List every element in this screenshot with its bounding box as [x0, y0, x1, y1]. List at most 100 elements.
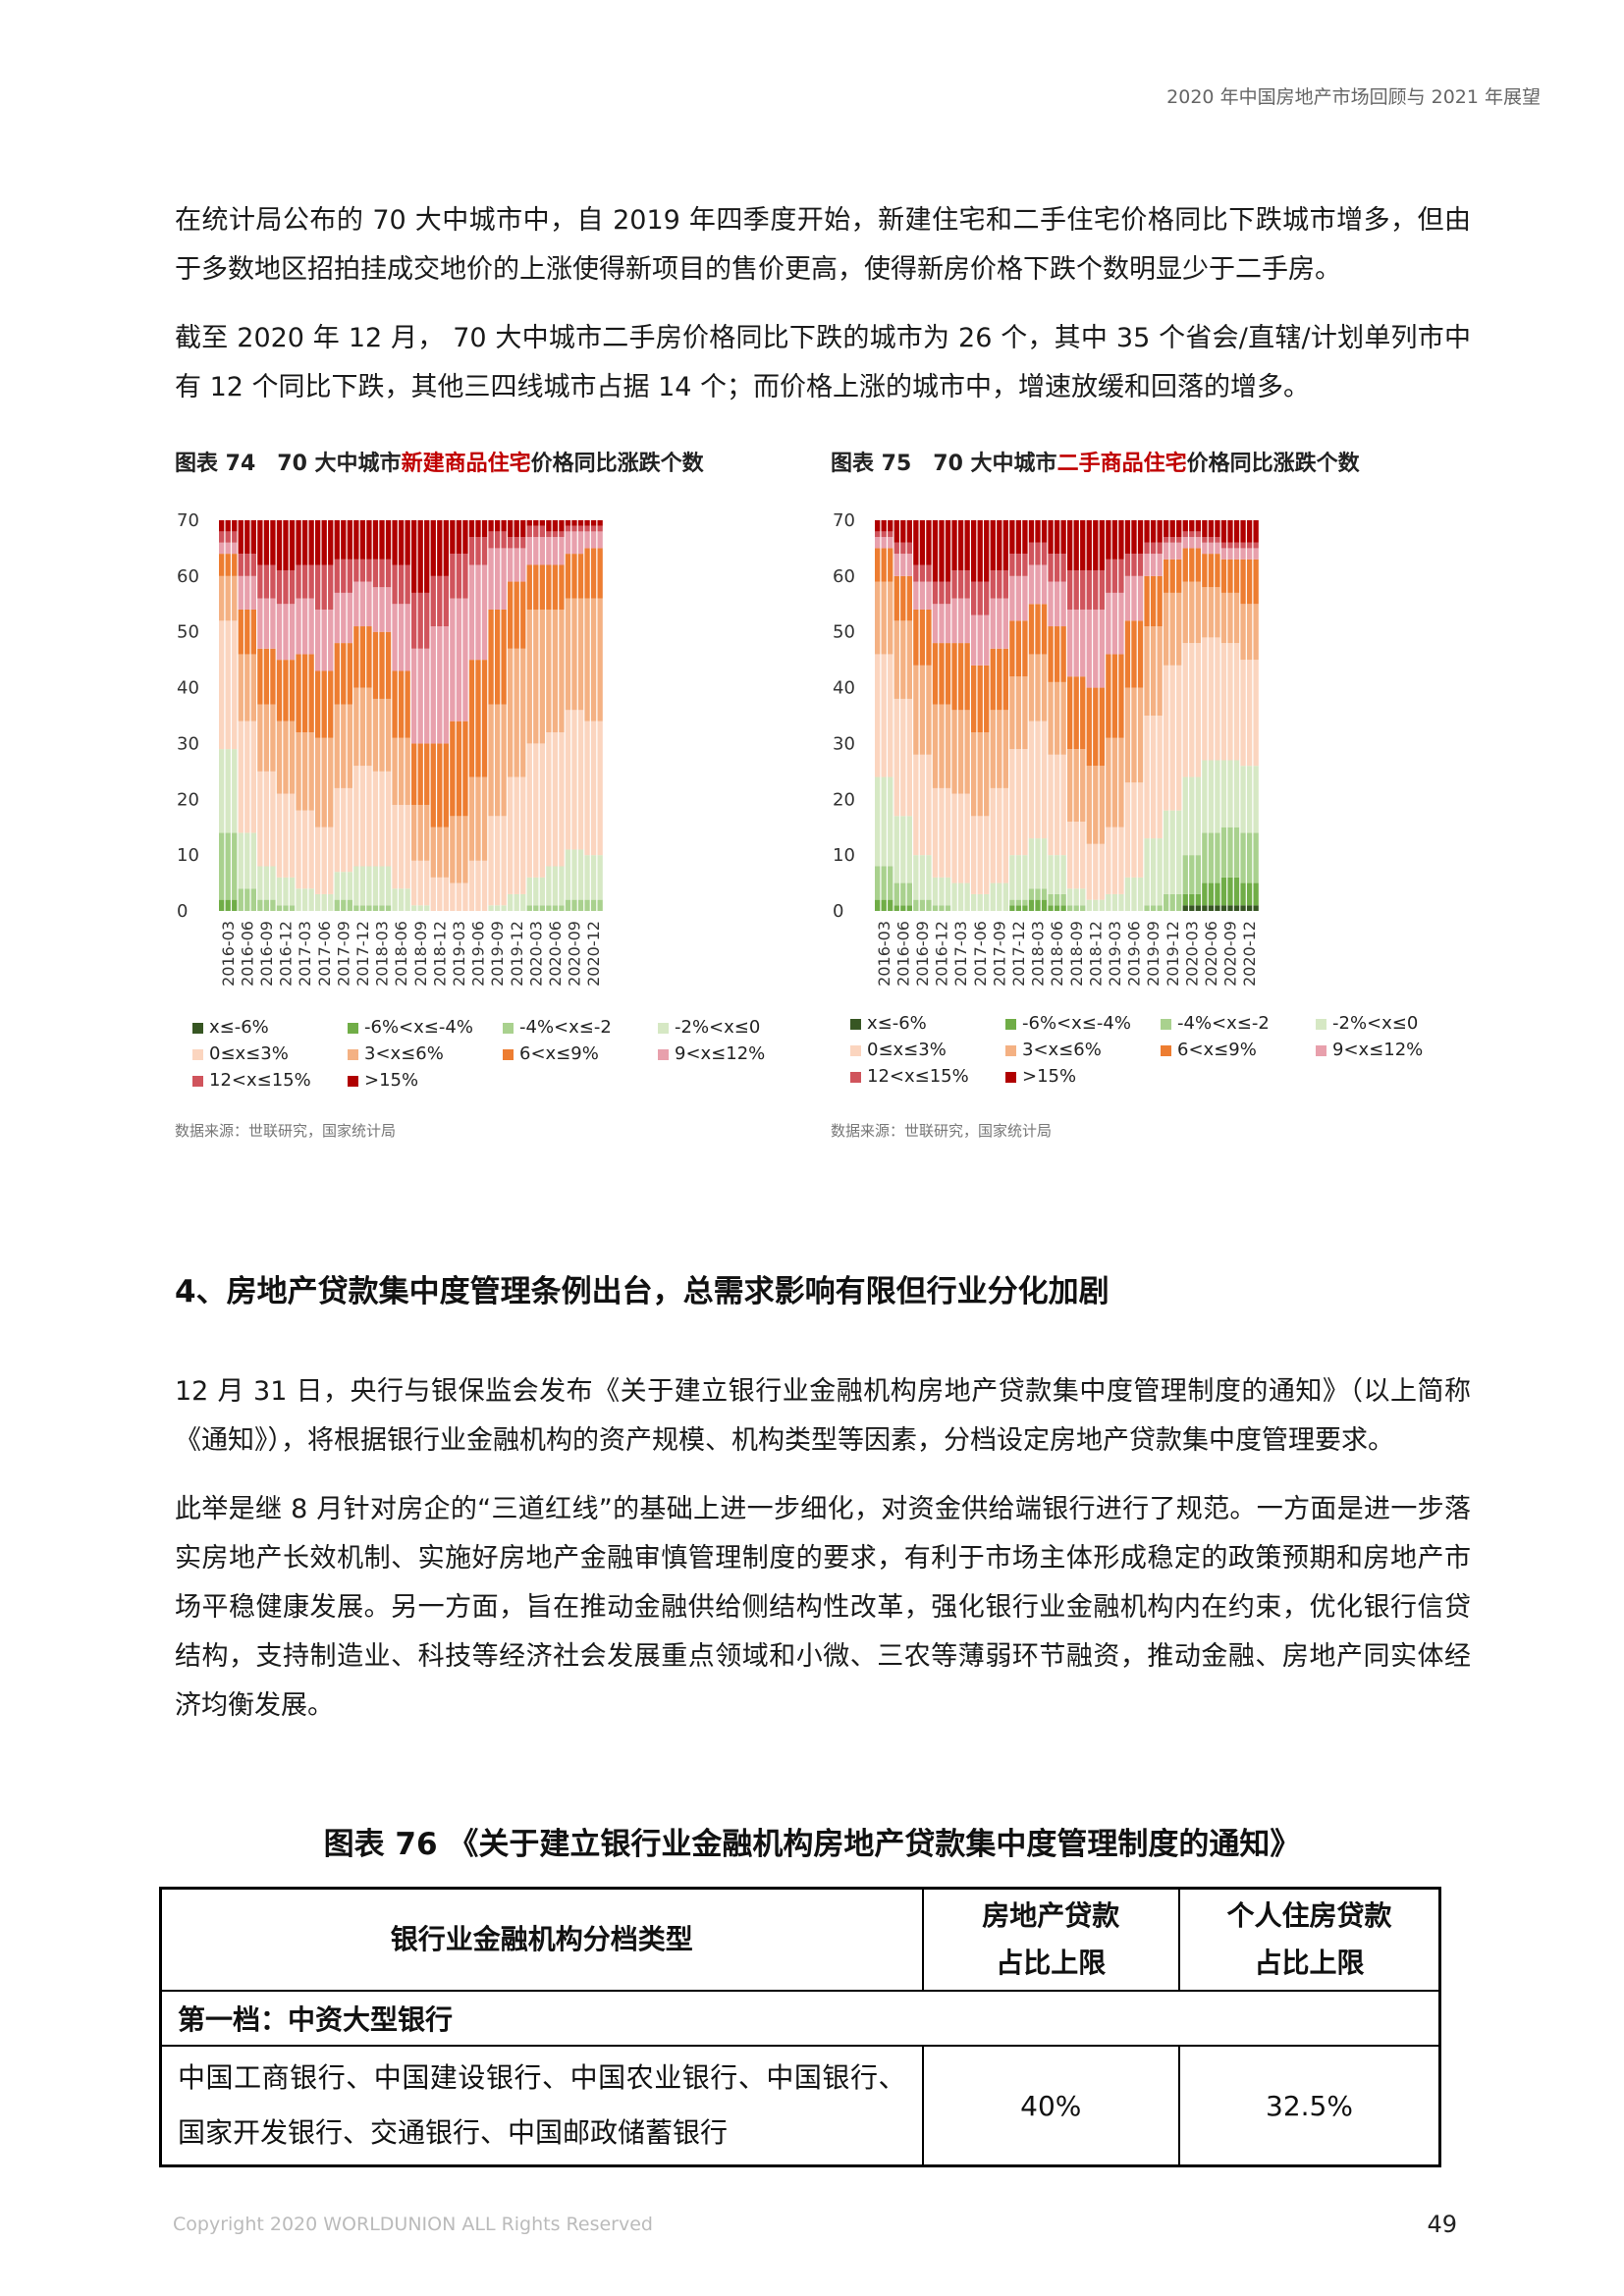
fig74-title-suffix: 价格同比涨跌个数: [530, 452, 704, 476]
bar-segment: [1182, 548, 1188, 582]
x-tick-label: 2018-09: [411, 921, 430, 987]
bar-segment: [945, 581, 951, 605]
bar-segment: [347, 704, 352, 788]
bar-segment: [514, 548, 519, 582]
bar-segment: [1227, 827, 1233, 878]
bar-segment: [1150, 542, 1157, 555]
bar-segment: [520, 537, 526, 549]
bar-segment: [932, 581, 939, 605]
bar-segment: [301, 564, 308, 599]
bar-segment: [1202, 542, 1208, 555]
x-tick-label: 2019-09: [1144, 921, 1163, 987]
bar-segment: [590, 598, 597, 721]
bar-segment: [1150, 520, 1157, 543]
bar-segment: [334, 787, 340, 873]
bar-segment: [1093, 520, 1099, 571]
bar-segment: [456, 554, 462, 599]
bar-segment: [405, 520, 410, 565]
bar-segment: [225, 520, 231, 532]
bar-segment: [1227, 542, 1233, 549]
bar-segment: [1106, 893, 1111, 911]
bar-segment: [1080, 888, 1086, 906]
bar-segment: [398, 670, 405, 738]
bar-segment: [1073, 749, 1079, 823]
table-header-row: 银行业金融机构分档类型 房地产贷款 占比上限 个人住房贷款 占比上限: [159, 1887, 1441, 1992]
tier-1-label: 第一档：中资大型银行: [159, 1990, 1441, 2047]
bar-segment: [906, 698, 912, 817]
bar-segment: [900, 816, 906, 883]
legend-label: -4%<x≤-2: [519, 1017, 612, 1038]
x-tick-label: 2017-09: [334, 921, 352, 987]
y-tick-label: 0: [833, 901, 843, 922]
bar-segment: [939, 877, 945, 906]
bar-segment: [539, 609, 545, 744]
bar-segment: [1067, 570, 1073, 610]
bar-segment: [957, 598, 964, 644]
bar-segment: [328, 564, 334, 610]
bar-segment: [359, 766, 366, 867]
bar-segment: [1099, 520, 1105, 571]
bar-segment: [1073, 520, 1079, 571]
bar-segment: [1060, 905, 1066, 911]
x-tick-label: 2016-12: [277, 921, 296, 987]
bar-segment: [283, 604, 289, 661]
bar-segment: [347, 787, 352, 873]
table76-title: 图表 76 《关于建立银行业金融机构房地产贷款集中度管理制度的通知》: [323, 1827, 1301, 1862]
bar-segment: [1253, 882, 1259, 906]
bar-segment: [301, 810, 308, 889]
bar-segment: [1067, 905, 1073, 911]
bar-segment: [1164, 559, 1169, 593]
x-tick-label: 2018-03: [1029, 921, 1048, 987]
bar-segment: [1176, 592, 1182, 666]
bar-segment: [906, 520, 912, 543]
bar-segment: [353, 905, 359, 911]
bar-segment: [353, 766, 359, 867]
bar-segment: [385, 587, 392, 632]
bar-segment: [539, 520, 545, 526]
legend-item: -4%<x≤-2: [503, 1017, 612, 1038]
bar-segment: [219, 832, 225, 900]
bar-segment: [577, 598, 584, 711]
bar-segment: [913, 520, 919, 565]
bar-segment: [462, 816, 468, 883]
bar-segment: [888, 899, 893, 911]
bar-segment: [520, 581, 526, 649]
bar-segment: [1009, 554, 1015, 576]
bar-segment: [450, 554, 456, 599]
bar-segment: [546, 520, 552, 532]
bar-segment: [945, 704, 951, 788]
bar-segment: [597, 531, 603, 549]
bar-segment: [1099, 843, 1105, 900]
bar-segment: [508, 548, 514, 582]
bar-segment: [520, 648, 526, 777]
bar-segment: [1028, 721, 1035, 839]
bar-segment: [1240, 559, 1246, 605]
bar-segment: [1015, 554, 1022, 576]
bar-segment: [971, 665, 977, 733]
bar-segment: [296, 810, 301, 889]
bar-segment: [392, 604, 398, 671]
bar-segment: [437, 520, 443, 576]
x-tick-label: 2017-06: [971, 921, 990, 987]
bar-segment: [443, 520, 449, 576]
bar-segment: [984, 581, 990, 615]
legend-item: -6%<x≤-4%: [348, 1017, 473, 1038]
bar-segment: [475, 776, 481, 861]
bar-segment: [533, 537, 539, 565]
bar-segment: [250, 520, 256, 555]
legend-label: >15%: [364, 1070, 419, 1091]
bar-segment: [283, 660, 289, 721]
bar-segment: [571, 531, 577, 555]
bar-segment: [964, 882, 970, 911]
bar-segment: [1189, 520, 1195, 532]
bar-segment: [270, 771, 276, 867]
bar-segment: [341, 559, 347, 593]
bar-segment: [1144, 575, 1150, 627]
bar-segment: [1227, 548, 1233, 560]
bar-segment: [1118, 592, 1124, 655]
bar-segment: [559, 564, 565, 610]
bar-segment: [919, 899, 926, 911]
legend-item: >15%: [348, 1070, 418, 1091]
bar-segment: [1195, 548, 1201, 582]
bar-segment: [289, 570, 296, 605]
